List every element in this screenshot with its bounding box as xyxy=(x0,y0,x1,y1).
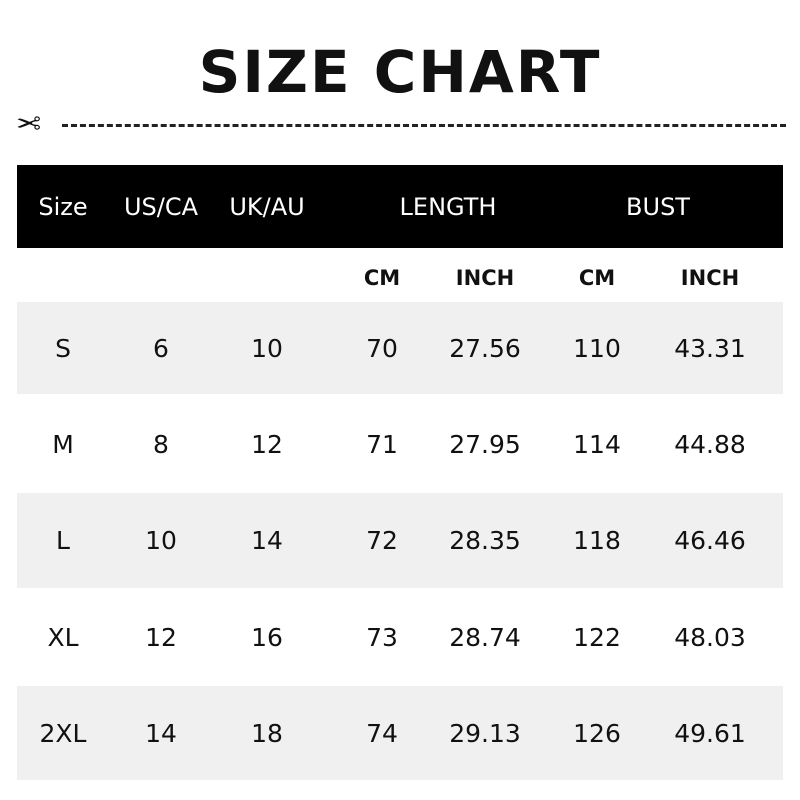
cell-length-inch: 28.35 xyxy=(449,526,521,555)
cell-length-cm: 72 xyxy=(366,526,398,555)
cell-size: L xyxy=(56,526,70,555)
cell-uk-au: 10 xyxy=(251,333,283,363)
cell-length-inch: 27.56 xyxy=(449,333,521,363)
unit-row: CM INCH CM INCH xyxy=(17,255,783,301)
cell-size: M xyxy=(52,429,74,459)
cell-bust-inch: 49.61 xyxy=(674,718,746,748)
unit-length-inch: INCH xyxy=(455,266,515,290)
header-length: LENGTH xyxy=(399,192,497,221)
cell-length-cm: 74 xyxy=(366,718,398,748)
cell-bust-inch: 48.03 xyxy=(674,622,746,652)
cell-bust-cm: 118 xyxy=(573,526,621,555)
cell-bust-cm: 122 xyxy=(573,622,621,652)
table-row: M 8 12 71 27.95 114 44.88 xyxy=(17,396,783,492)
cell-length-inch: 29.13 xyxy=(449,718,521,748)
cell-size: 2XL xyxy=(39,718,87,748)
cell-length-cm: 71 xyxy=(366,429,398,459)
table-header: Size US/CA UK/AU LENGTH BUST xyxy=(17,165,783,248)
unit-bust-cm: CM xyxy=(578,266,616,290)
cell-bust-cm: 110 xyxy=(573,333,621,363)
cell-bust-cm: 126 xyxy=(573,718,621,748)
cell-bust-cm: 114 xyxy=(573,429,621,459)
cut-line: ✂ xyxy=(16,107,786,142)
cell-size: S xyxy=(55,333,71,363)
cell-us-ca: 12 xyxy=(145,622,177,652)
cell-length-cm: 70 xyxy=(366,333,398,363)
cell-length-cm: 73 xyxy=(366,622,398,652)
cell-us-ca: 14 xyxy=(145,718,177,748)
unit-length-cm: CM xyxy=(363,266,401,290)
header-bust: BUST xyxy=(626,192,690,221)
unit-bust-inch: INCH xyxy=(680,266,740,290)
cell-us-ca: 6 xyxy=(153,333,169,363)
cell-uk-au: 18 xyxy=(251,718,283,748)
cell-bust-inch: 43.31 xyxy=(674,333,746,363)
cell-bust-inch: 44.88 xyxy=(674,429,746,459)
cell-bust-inch: 46.46 xyxy=(674,526,746,555)
cell-uk-au: 14 xyxy=(251,526,283,555)
cell-us-ca: 10 xyxy=(145,526,177,555)
cell-uk-au: 16 xyxy=(251,622,283,652)
header-uk-au: UK/AU xyxy=(229,192,305,221)
cell-uk-au: 12 xyxy=(251,429,283,459)
cell-us-ca: 8 xyxy=(153,429,169,459)
cell-length-inch: 28.74 xyxy=(449,622,521,652)
table-row: S 6 10 70 27.56 110 43.31 xyxy=(17,302,783,394)
table-row: XL 12 16 73 28.74 122 48.03 xyxy=(17,589,783,685)
table-row: 2XL 14 18 74 29.13 126 49.61 xyxy=(17,686,783,780)
header-size: Size xyxy=(38,192,88,221)
scissors-icon: ✂ xyxy=(16,107,42,142)
page-title: SIZE CHART xyxy=(198,38,602,106)
cell-size: XL xyxy=(47,622,79,652)
cell-length-inch: 27.95 xyxy=(449,429,521,459)
table-row: L 10 14 72 28.35 118 46.46 xyxy=(17,493,783,588)
dashed-line xyxy=(62,124,786,127)
header-us-ca: US/CA xyxy=(123,192,199,221)
